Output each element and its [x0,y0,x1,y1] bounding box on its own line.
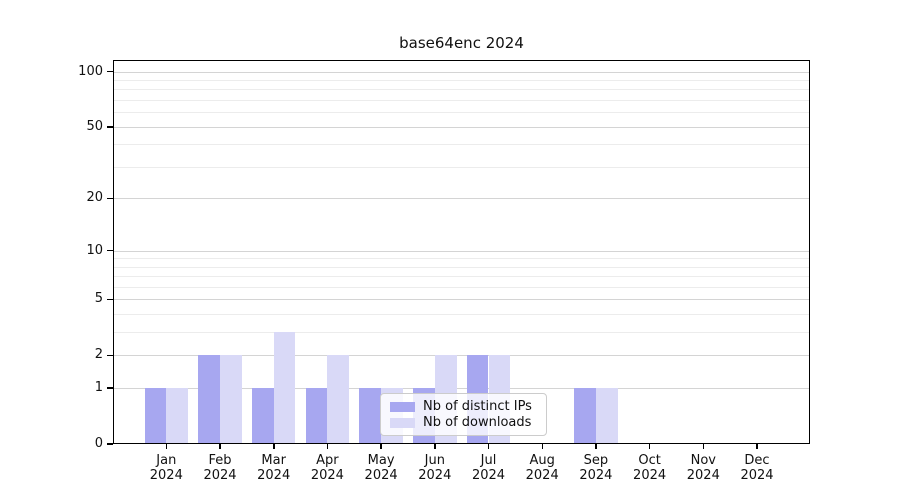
x-tick-label-jan: Jan 2024 [149,453,183,483]
bar-apr-distinct-ips [305,388,328,444]
x-tick-mark [273,444,275,449]
x-tick-mark [487,444,490,449]
x-tick-label-dec: Dec 2024 [740,453,774,483]
plot-area [113,60,810,444]
gridline [113,299,810,301]
x-tick-mark [219,444,221,449]
x-tick-mark [165,444,168,449]
x-tick-label-oct: Oct 2024 [633,453,667,483]
legend-swatch-downloads [390,417,415,428]
chart-title: base64enc 2024 [399,34,524,52]
gridline [113,198,810,200]
y-tick-label: 10 [86,242,103,258]
y-tick-mark [107,126,113,128]
y-tick-mark [107,354,113,357]
legend-label-distinct-ips: Nb of distinct IPs [423,399,532,414]
y-tick-mark [107,70,113,73]
gridline [113,144,810,146]
x-tick-mark [434,444,436,449]
legend-label-downloads: Nb of downloads [423,415,532,430]
gridline [113,112,810,114]
gridline [113,388,810,390]
bar-jan-downloads [166,388,189,444]
bar-mar-downloads [273,332,296,444]
x-tick-label-may: May 2024 [364,453,398,483]
x-tick-mark [595,444,597,449]
y-tick-mark [107,443,113,445]
x-tick-label-jun: Jun 2024 [418,453,452,483]
gridline [113,80,810,81]
x-tick-label-aug: Aug 2024 [525,453,559,483]
gridline [113,250,810,252]
gridline [113,276,810,278]
bar-mar-distinct-ips [251,388,274,444]
y-tick-label: 5 [94,291,103,307]
gridline [113,166,810,168]
x-tick-label-feb: Feb 2024 [203,453,237,483]
y-tick-mark [107,197,113,200]
x-tick-mark [702,444,704,449]
bar-may-distinct-ips [359,388,382,444]
gridline [113,258,810,260]
bar-feb-distinct-ips [198,355,220,444]
y-tick-mark [107,387,113,389]
y-tick-mark [107,298,113,301]
legend: Nb of distinct IPs Nb of downloads [380,393,547,436]
legend-swatch-distinct-ips [390,401,415,412]
x-tick-mark [326,444,329,449]
y-tick-mark [107,249,113,252]
legend-item-distinct-ips: Nb of distinct IPs [390,399,537,414]
bar-feb-downloads [220,355,242,444]
x-tick-label-jul: Jul 2024 [471,453,506,483]
x-tick-mark [541,444,543,449]
gridline [113,266,810,268]
bar-apr-downloads [327,355,350,444]
bar-sep-downloads [595,388,618,444]
x-tick-mark [380,444,382,449]
y-tick-label: 50 [86,118,103,134]
bar-jan-distinct-ips [144,388,167,444]
y-tick-label: 20 [86,190,103,206]
x-tick-label-mar: Mar 2024 [257,453,291,483]
gridline [113,287,810,288]
gridline [113,126,810,128]
y-tick-label: 2 [94,347,103,363]
y-tick-label: 1 [94,380,103,396]
y-tick-label: 0 [94,436,103,451]
x-tick-label-nov: Nov 2024 [686,453,720,483]
x-tick-mark [648,444,651,449]
x-tick-label-sep: Sep 2024 [579,453,613,483]
gridline [113,71,810,73]
y-tick-label: 100 [78,63,103,79]
gridline [113,100,810,101]
bar-sep-distinct-ips [574,388,596,444]
x-tick-mark [756,444,758,449]
gridline [113,332,810,334]
gridline [113,355,810,357]
legend-item-downloads: Nb of downloads [390,415,537,430]
gridline [113,89,810,91]
x-tick-label-apr: Apr 2024 [310,453,344,483]
gridline [113,314,810,316]
